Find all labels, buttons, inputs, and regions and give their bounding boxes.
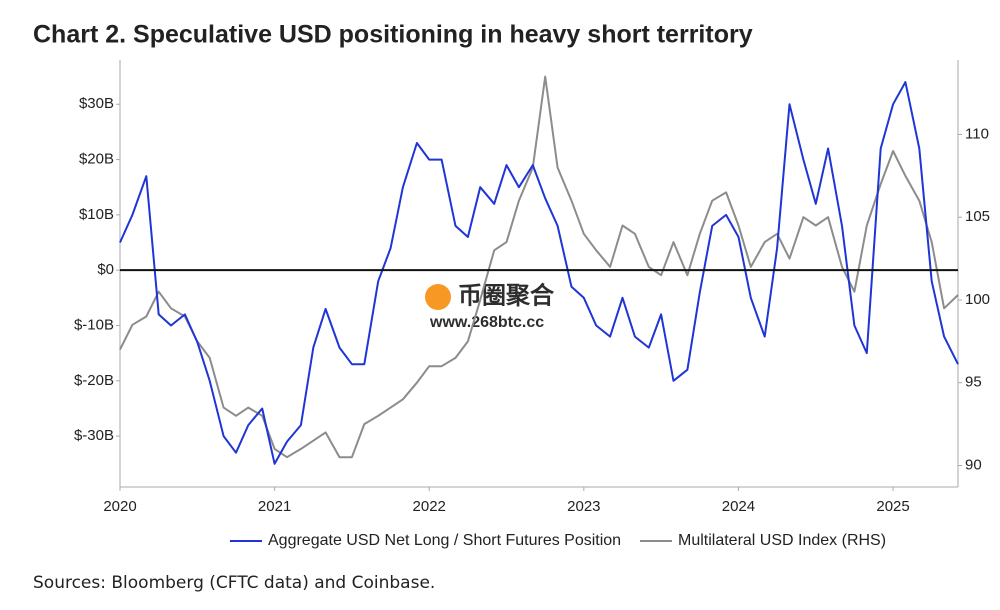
watermark-url: www.268btc.cc xyxy=(429,314,544,331)
y-tick-label: $10B xyxy=(79,206,114,223)
y-tick-label: $-30B xyxy=(74,427,114,444)
y-tick-label: $-20B xyxy=(74,372,114,389)
legend-label: Aggregate USD Net Long / Short Futures P… xyxy=(268,532,621,549)
y-tick-label: $0 xyxy=(97,261,114,278)
y-tick-label: $30B xyxy=(79,95,114,112)
x-tick-label: 2024 xyxy=(722,498,755,515)
x-tick-label: 2020 xyxy=(103,498,136,515)
y2-tick-label: 95 xyxy=(965,374,982,391)
y2-tick-label: 110 xyxy=(965,125,989,142)
y2-tick-label: 105 xyxy=(965,208,990,225)
x-tick-label: 2022 xyxy=(413,498,446,515)
chart-title: Chart 2. Speculative USD positioning in … xyxy=(33,21,753,49)
legend-label: Multilateral USD Index (RHS) xyxy=(678,532,886,549)
series-line xyxy=(119,75,959,459)
watermark-name: 币圈聚合 xyxy=(458,281,555,309)
watermark: 币圈聚合 www.268btc.cc xyxy=(425,281,555,331)
watermark-icon xyxy=(425,284,451,310)
y2-tick-label: 90 xyxy=(965,456,982,473)
y2-tick-label: 100 xyxy=(965,291,990,308)
y-tick-label: $-10B xyxy=(74,316,114,333)
x-tick-label: 2021 xyxy=(258,498,291,515)
series-line xyxy=(119,81,959,465)
y-tick-label: $20B xyxy=(79,151,114,168)
source-note: Sources: Bloomberg (CFTC data) and Coinb… xyxy=(33,573,435,593)
x-tick-label: 2023 xyxy=(567,498,600,515)
x-tick-label: 2025 xyxy=(876,498,909,515)
